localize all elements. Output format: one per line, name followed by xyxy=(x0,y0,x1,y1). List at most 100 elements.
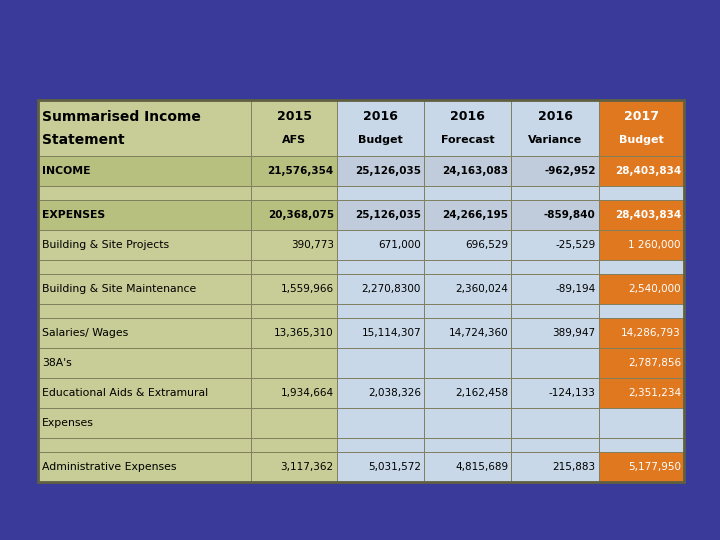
Bar xyxy=(251,452,337,482)
Bar xyxy=(337,156,424,186)
Text: 2016: 2016 xyxy=(363,110,398,123)
Bar xyxy=(424,230,511,260)
Bar xyxy=(337,200,424,230)
Bar xyxy=(337,274,424,304)
Text: 24,163,083: 24,163,083 xyxy=(442,166,508,176)
Bar xyxy=(337,100,424,156)
Bar xyxy=(424,438,511,452)
Bar xyxy=(511,100,598,156)
Text: 5,031,572: 5,031,572 xyxy=(368,462,421,472)
Text: Statement: Statement xyxy=(42,133,125,147)
Bar xyxy=(251,274,337,304)
Bar xyxy=(251,408,337,438)
Bar xyxy=(424,408,511,438)
Bar xyxy=(511,408,598,438)
Text: 15,114,307: 15,114,307 xyxy=(361,328,421,338)
Text: 671,000: 671,000 xyxy=(378,240,421,250)
Bar xyxy=(38,318,251,348)
Bar xyxy=(424,260,511,274)
Bar xyxy=(337,348,424,378)
Text: 28,403,834: 28,403,834 xyxy=(615,166,681,176)
Bar xyxy=(38,100,251,156)
Bar xyxy=(38,186,251,200)
Text: Administrative Expenses: Administrative Expenses xyxy=(42,462,176,472)
Text: 5,177,950: 5,177,950 xyxy=(628,462,681,472)
Text: Educational Aids & Extramural: Educational Aids & Extramural xyxy=(42,388,208,398)
Bar xyxy=(251,318,337,348)
Bar xyxy=(38,348,251,378)
Bar xyxy=(424,100,511,156)
Bar xyxy=(598,348,684,378)
Text: 2017: 2017 xyxy=(624,110,659,123)
Bar xyxy=(38,438,251,452)
Text: 2,351,234: 2,351,234 xyxy=(628,388,681,398)
Bar xyxy=(511,186,598,200)
Bar xyxy=(337,408,424,438)
Text: 3,117,362: 3,117,362 xyxy=(281,462,334,472)
Text: 1,934,664: 1,934,664 xyxy=(281,388,334,398)
Bar xyxy=(38,452,251,482)
Bar xyxy=(598,156,684,186)
Bar xyxy=(38,378,251,408)
Bar xyxy=(38,100,684,482)
Text: 28,403,834: 28,403,834 xyxy=(615,210,681,220)
Bar xyxy=(251,230,337,260)
Bar xyxy=(598,200,684,230)
Bar xyxy=(598,408,684,438)
Bar xyxy=(511,348,598,378)
Bar xyxy=(424,318,511,348)
Bar xyxy=(251,156,337,186)
Text: EXPENSES: EXPENSES xyxy=(42,210,105,220)
Bar xyxy=(424,378,511,408)
Bar xyxy=(38,230,251,260)
Bar xyxy=(251,348,337,378)
Bar xyxy=(424,186,511,200)
Text: 2,360,024: 2,360,024 xyxy=(456,284,508,294)
Text: 2016: 2016 xyxy=(450,110,485,123)
Text: 215,883: 215,883 xyxy=(552,462,595,472)
Bar xyxy=(337,318,424,348)
Text: Summarised Income: Summarised Income xyxy=(42,110,201,124)
Bar xyxy=(251,100,337,156)
Text: -859,840: -859,840 xyxy=(544,210,595,220)
Bar xyxy=(598,304,684,318)
Text: 25,126,035: 25,126,035 xyxy=(355,166,421,176)
Text: Expenses: Expenses xyxy=(42,418,94,428)
Bar xyxy=(511,260,598,274)
Text: AFS: AFS xyxy=(282,136,306,145)
Bar xyxy=(511,452,598,482)
Bar xyxy=(424,304,511,318)
Text: 2016: 2016 xyxy=(538,110,572,123)
Bar xyxy=(511,200,598,230)
Bar xyxy=(251,260,337,274)
Bar xyxy=(38,156,251,186)
Bar xyxy=(38,408,251,438)
Text: 2,787,856: 2,787,856 xyxy=(628,358,681,368)
Text: 1,559,966: 1,559,966 xyxy=(281,284,334,294)
Text: 13,365,310: 13,365,310 xyxy=(274,328,334,338)
Text: INCOME: INCOME xyxy=(42,166,91,176)
Bar xyxy=(251,438,337,452)
Text: 2,038,326: 2,038,326 xyxy=(368,388,421,398)
Bar xyxy=(337,186,424,200)
Text: Forecast: Forecast xyxy=(441,136,495,145)
Bar xyxy=(337,260,424,274)
Text: -89,194: -89,194 xyxy=(555,284,595,294)
Bar xyxy=(511,156,598,186)
Text: 14,724,360: 14,724,360 xyxy=(449,328,508,338)
Bar xyxy=(598,100,684,156)
Text: 21,576,354: 21,576,354 xyxy=(268,166,334,176)
Text: Building & Site Projects: Building & Site Projects xyxy=(42,240,169,250)
Bar xyxy=(251,186,337,200)
Text: 2,270,8300: 2,270,8300 xyxy=(361,284,421,294)
Bar xyxy=(337,452,424,482)
Bar xyxy=(251,378,337,408)
Text: -25,529: -25,529 xyxy=(555,240,595,250)
Bar xyxy=(511,318,598,348)
Bar xyxy=(337,438,424,452)
Bar xyxy=(511,274,598,304)
Text: Building & Site Maintenance: Building & Site Maintenance xyxy=(42,284,197,294)
Bar xyxy=(511,304,598,318)
Text: 4,815,689: 4,815,689 xyxy=(455,462,508,472)
Bar xyxy=(598,230,684,260)
